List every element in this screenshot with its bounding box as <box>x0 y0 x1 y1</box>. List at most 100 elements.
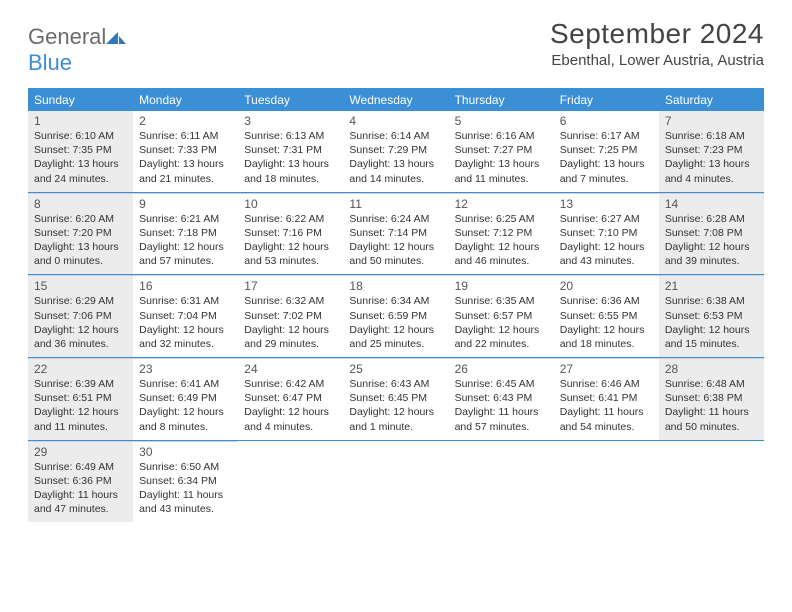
day-cell: 20Sunrise: 6:36 AMSunset: 6:55 PMDayligh… <box>554 275 659 357</box>
day-number: 9 <box>139 197 232 211</box>
sunrise-line: Sunrise: 6:13 AM <box>244 129 337 143</box>
day-number: 8 <box>34 197 127 211</box>
sunset-line: Sunset: 7:04 PM <box>139 309 232 323</box>
day-header-friday: Friday <box>554 88 659 111</box>
daylight-line: Daylight: 12 hours <box>139 405 232 419</box>
week-row: 8Sunrise: 6:20 AMSunset: 7:20 PMDaylight… <box>28 193 764 276</box>
daylight-line: Daylight: 12 hours <box>34 323 127 337</box>
day-cell: 27Sunrise: 6:46 AMSunset: 6:41 PMDayligh… <box>554 358 659 440</box>
daylight-line: and 7 minutes. <box>560 172 653 186</box>
daylight-line: and 39 minutes. <box>665 254 758 268</box>
day-number: 4 <box>349 114 442 128</box>
day-cell: 19Sunrise: 6:35 AMSunset: 6:57 PMDayligh… <box>449 275 554 357</box>
day-number: 19 <box>455 279 548 293</box>
sunrise-line: Sunrise: 6:27 AM <box>560 212 653 226</box>
week-row: 29Sunrise: 6:49 AMSunset: 6:36 PMDayligh… <box>28 441 764 523</box>
daylight-line: Daylight: 13 hours <box>349 157 442 171</box>
sunset-line: Sunset: 7:06 PM <box>34 309 127 323</box>
sunset-line: Sunset: 7:02 PM <box>244 309 337 323</box>
sunset-line: Sunset: 7:31 PM <box>244 143 337 157</box>
daylight-line: and 11 minutes. <box>34 420 127 434</box>
sunset-line: Sunset: 7:14 PM <box>349 226 442 240</box>
daylight-line: and 18 minutes. <box>560 337 653 351</box>
daylight-line: and 43 minutes. <box>139 502 232 516</box>
daylight-line: Daylight: 12 hours <box>139 323 232 337</box>
sunrise-line: Sunrise: 6:45 AM <box>455 377 548 391</box>
daylight-line: Daylight: 11 hours <box>455 405 548 419</box>
daylight-line: Daylight: 13 hours <box>455 157 548 171</box>
day-cell: 26Sunrise: 6:45 AMSunset: 6:43 PMDayligh… <box>449 358 554 440</box>
day-number: 7 <box>665 114 758 128</box>
daylight-line: Daylight: 12 hours <box>349 323 442 337</box>
day-cell: 12Sunrise: 6:25 AMSunset: 7:12 PMDayligh… <box>449 193 554 275</box>
sunrise-line: Sunrise: 6:20 AM <box>34 212 127 226</box>
daylight-line: Daylight: 12 hours <box>139 240 232 254</box>
daylight-line: Daylight: 13 hours <box>34 240 127 254</box>
day-number: 21 <box>665 279 758 293</box>
sunset-line: Sunset: 7:35 PM <box>34 143 127 157</box>
sunset-line: Sunset: 6:57 PM <box>455 309 548 323</box>
daylight-line: Daylight: 11 hours <box>34 488 127 502</box>
daylight-line: Daylight: 12 hours <box>665 323 758 337</box>
sunset-line: Sunset: 6:55 PM <box>560 309 653 323</box>
day-number: 5 <box>455 114 548 128</box>
daylight-line: Daylight: 12 hours <box>34 405 127 419</box>
sunrise-line: Sunrise: 6:48 AM <box>665 377 758 391</box>
sunrise-line: Sunrise: 6:43 AM <box>349 377 442 391</box>
day-cell: 21Sunrise: 6:38 AMSunset: 6:53 PMDayligh… <box>659 275 764 357</box>
day-header-row: Sunday Monday Tuesday Wednesday Thursday… <box>28 88 764 111</box>
daylight-line: and 54 minutes. <box>560 420 653 434</box>
day-header-sunday: Sunday <box>28 88 133 111</box>
daylight-line: and 47 minutes. <box>34 502 127 516</box>
day-cell: 14Sunrise: 6:28 AMSunset: 7:08 PMDayligh… <box>659 193 764 275</box>
sunrise-line: Sunrise: 6:25 AM <box>455 212 548 226</box>
daylight-line: Daylight: 12 hours <box>244 323 337 337</box>
daylight-line: and 57 minutes. <box>139 254 232 268</box>
daylight-line: and 43 minutes. <box>560 254 653 268</box>
sunset-line: Sunset: 7:29 PM <box>349 143 442 157</box>
sunset-line: Sunset: 7:08 PM <box>665 226 758 240</box>
sunset-line: Sunset: 6:41 PM <box>560 391 653 405</box>
sunrise-line: Sunrise: 6:29 AM <box>34 294 127 308</box>
sunset-line: Sunset: 7:18 PM <box>139 226 232 240</box>
weeks-container: 1Sunrise: 6:10 AMSunset: 7:35 PMDaylight… <box>28 111 764 522</box>
sunset-line: Sunset: 6:43 PM <box>455 391 548 405</box>
week-row: 1Sunrise: 6:10 AMSunset: 7:35 PMDaylight… <box>28 111 764 193</box>
day-number: 15 <box>34 279 127 293</box>
daylight-line: and 25 minutes. <box>349 337 442 351</box>
sunrise-line: Sunrise: 6:46 AM <box>560 377 653 391</box>
logo-sail-icon <box>106 26 126 52</box>
sunset-line: Sunset: 7:10 PM <box>560 226 653 240</box>
day-number: 11 <box>349 197 442 211</box>
sunrise-line: Sunrise: 6:34 AM <box>349 294 442 308</box>
day-number: 22 <box>34 362 127 376</box>
daylight-line: and 14 minutes. <box>349 172 442 186</box>
daylight-line: Daylight: 12 hours <box>349 240 442 254</box>
daylight-line: Daylight: 11 hours <box>560 405 653 419</box>
day-cell: 16Sunrise: 6:31 AMSunset: 7:04 PMDayligh… <box>133 275 238 357</box>
day-cell: 13Sunrise: 6:27 AMSunset: 7:10 PMDayligh… <box>554 193 659 275</box>
daylight-line: and 50 minutes. <box>665 420 758 434</box>
daylight-line: Daylight: 13 hours <box>34 157 127 171</box>
day-header-wednesday: Wednesday <box>343 88 448 111</box>
sunset-line: Sunset: 6:47 PM <box>244 391 337 405</box>
sunrise-line: Sunrise: 6:10 AM <box>34 129 127 143</box>
sunset-line: Sunset: 6:34 PM <box>139 474 232 488</box>
sunset-line: Sunset: 6:51 PM <box>34 391 127 405</box>
sunrise-line: Sunrise: 6:14 AM <box>349 129 442 143</box>
daylight-line: Daylight: 12 hours <box>244 240 337 254</box>
day-cell: 15Sunrise: 6:29 AMSunset: 7:06 PMDayligh… <box>28 275 133 357</box>
daylight-line: and 18 minutes. <box>244 172 337 186</box>
day-cell: 9Sunrise: 6:21 AMSunset: 7:18 PMDaylight… <box>133 193 238 275</box>
day-cell: 8Sunrise: 6:20 AMSunset: 7:20 PMDaylight… <box>28 193 133 275</box>
logo-word-general: General <box>28 24 106 49</box>
day-header-saturday: Saturday <box>659 88 764 111</box>
day-cell: 6Sunrise: 6:17 AMSunset: 7:25 PMDaylight… <box>554 111 659 192</box>
day-number: 1 <box>34 114 127 128</box>
daylight-line: Daylight: 12 hours <box>560 240 653 254</box>
sunrise-line: Sunrise: 6:31 AM <box>139 294 232 308</box>
daylight-line: and 46 minutes. <box>455 254 548 268</box>
daylight-line: Daylight: 12 hours <box>455 323 548 337</box>
page-header: GeneralBlue September 2024 Ebenthal, Low… <box>28 18 764 76</box>
sunset-line: Sunset: 7:27 PM <box>455 143 548 157</box>
